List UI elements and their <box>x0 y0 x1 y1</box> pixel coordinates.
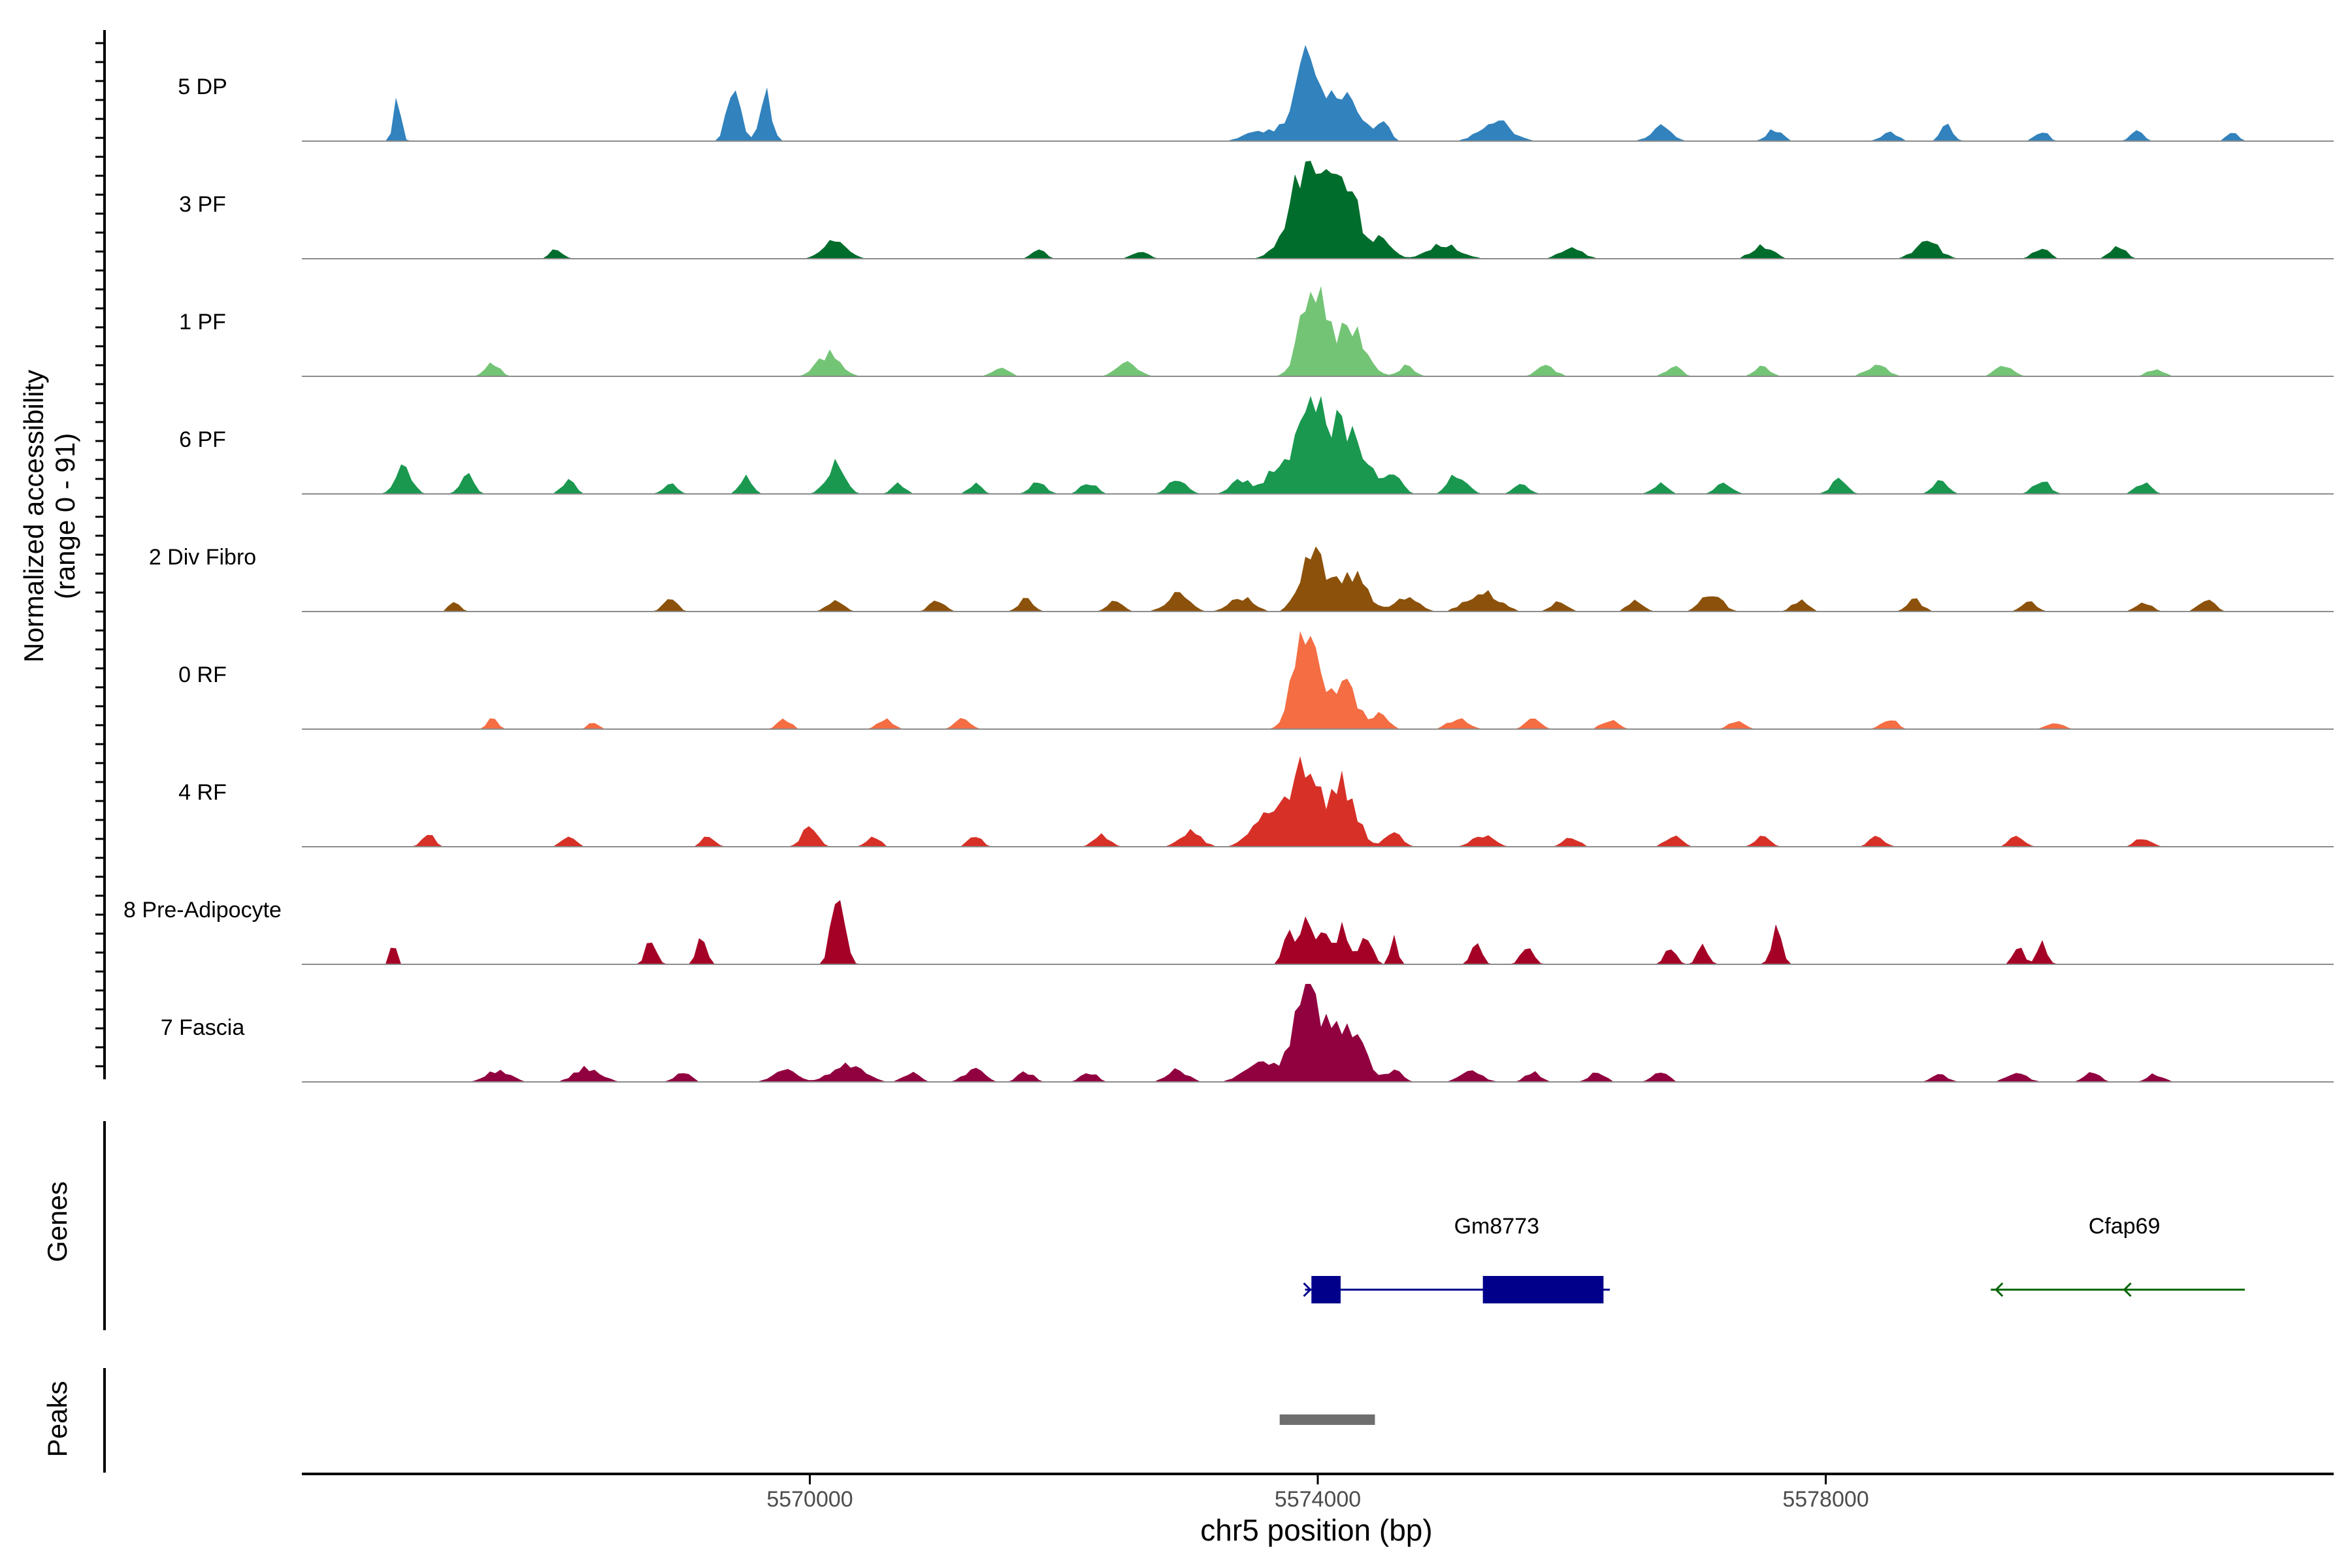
x-tick-label: 5570000 <box>766 1487 853 1512</box>
coverage-tracks: 5 DP 3 PF 1 PF 6 PF 2 Div Fibro 0 RF 4 RF 8 Pre… <box>123 44 2334 1083</box>
x-tick-label: 5574000 <box>1275 1487 1361 1512</box>
coverage-area-5 <box>302 546 2334 612</box>
genes-panel: Gm8773 Cfap69 <box>1303 1214 2245 1303</box>
x-axis-label: chr5 position (bp) <box>1200 1513 1432 1547</box>
peak-region <box>1279 1414 1375 1425</box>
gene-exon <box>1482 1276 1604 1303</box>
x-tick-label: 5578000 <box>1782 1487 1869 1512</box>
track-label: 4 RF <box>178 780 227 805</box>
track-label: 8 Pre-Adipocyte <box>123 898 282 923</box>
coverage-area-6 <box>302 631 2334 729</box>
track-label: 7 Fascia <box>161 1015 245 1040</box>
track-label: 5 DP <box>178 74 227 99</box>
gene-Cfap69: Cfap69 <box>1991 1214 2245 1298</box>
coverage-area-7 <box>302 756 2334 847</box>
strand-arrow <box>1489 1282 1498 1298</box>
coverage-area-1 <box>302 44 2334 141</box>
coverage-area-9 <box>302 984 2334 1082</box>
track-5: 2 Div Fibro <box>149 545 2334 612</box>
track-3: 1 PF <box>179 286 2334 377</box>
peaks-panel <box>1279 1414 1375 1425</box>
track-8: 8 Pre-Adipocyte <box>123 898 2334 965</box>
y-axis-label: Normalized accessibility <box>18 370 49 662</box>
gene-name-label: Gm8773 <box>1454 1214 1539 1239</box>
strand-arrow <box>2123 1282 2132 1298</box>
track-label: 6 PF <box>179 427 226 452</box>
track-6: 0 RF <box>178 631 2334 730</box>
gene-name-label: Cfap69 <box>2089 1214 2161 1239</box>
gene-Gm8773: Gm8773 <box>1303 1214 1610 1303</box>
strand-arrow <box>1995 1282 2004 1298</box>
strand-arrow <box>1303 1282 1312 1298</box>
track-label: 0 RF <box>178 662 227 687</box>
track-9: 7 Fascia <box>161 984 2334 1083</box>
y-axis-range-label: (range 0 - 91) <box>50 433 80 599</box>
track-label: 3 PF <box>179 192 226 217</box>
coverage-area-4 <box>302 396 2334 494</box>
genes-panel-label: Genes <box>42 1181 73 1262</box>
track-4: 6 PF <box>179 396 2334 495</box>
left-axes <box>95 30 106 1473</box>
track-label: 1 PF <box>179 310 226 335</box>
track-label: 2 Div Fibro <box>149 545 256 570</box>
coverage-area-8 <box>302 900 2334 964</box>
x-axis: 5570000 5574000 5578000 <box>302 1473 2334 1512</box>
coverage-area-3 <box>302 286 2334 376</box>
track-7: 4 RF <box>178 756 2334 847</box>
peaks-panel-label: Peaks <box>42 1381 73 1458</box>
track-2: 3 PF <box>179 161 2334 259</box>
gene-exon <box>1311 1276 1341 1303</box>
track-1: 5 DP <box>178 44 2334 142</box>
coverage-area-2 <box>302 161 2334 259</box>
